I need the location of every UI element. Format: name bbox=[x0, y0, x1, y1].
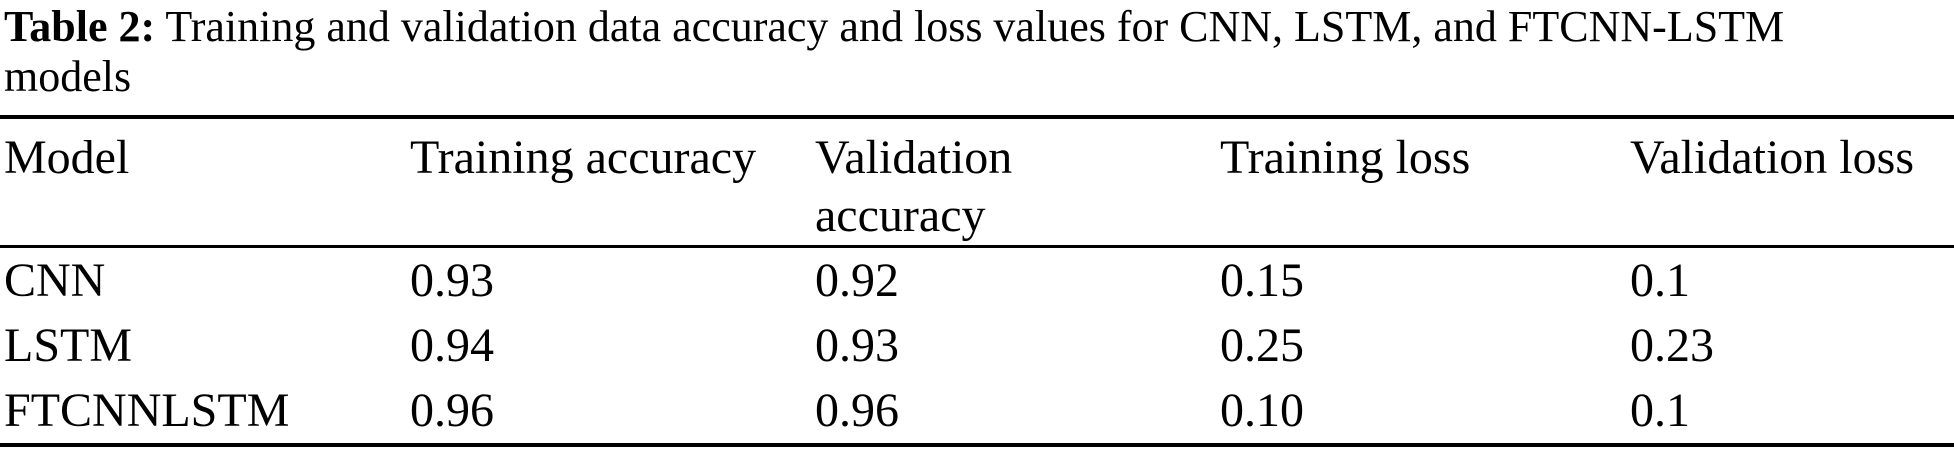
table-row-lstm: LSTM 0.94 0.93 0.25 0.23 bbox=[0, 313, 1954, 378]
validation-accuracy-cell: 0.93 bbox=[815, 319, 899, 372]
table-row-cnn: CNN 0.93 0.92 0.15 0.1 bbox=[0, 247, 1954, 314]
training-loss-cell: 0.15 bbox=[1220, 254, 1304, 307]
column-header-training-loss-label: Training loss bbox=[1220, 131, 1471, 184]
table-caption-text-line2: models bbox=[4, 52, 132, 101]
column-header-model: Model bbox=[0, 117, 406, 247]
results-table: Model Training accuracy Validation accur… bbox=[0, 115, 1954, 447]
validation-accuracy-cell: 0.96 bbox=[815, 384, 899, 437]
results-table-header: Model Training accuracy Validation accur… bbox=[0, 117, 1954, 247]
training-accuracy-cell: 0.96 bbox=[410, 384, 494, 437]
model-cell: LSTM bbox=[4, 319, 133, 372]
column-header-validation-accuracy-label: Validation bbox=[815, 131, 1013, 184]
column-header-validation-accuracy: Validation accuracy bbox=[811, 117, 1216, 247]
model-cell: FTCNNLSTM bbox=[4, 384, 290, 437]
validation-accuracy-cell: 0.92 bbox=[815, 254, 899, 307]
column-header-validation-loss-label: Validation loss bbox=[1630, 131, 1914, 184]
training-loss-cell: 0.25 bbox=[1220, 319, 1304, 372]
column-header-model-label: Model bbox=[4, 131, 130, 184]
table-row-ftcnnlstm: FTCNNLSTM 0.96 0.96 0.10 0.1 bbox=[0, 378, 1954, 445]
column-header-validation-loss: Validation loss bbox=[1626, 117, 1954, 247]
training-accuracy-cell: 0.94 bbox=[410, 319, 494, 372]
validation-loss-cell: 0.23 bbox=[1630, 319, 1714, 372]
table-caption-label: Table 2: bbox=[4, 2, 156, 51]
validation-loss-cell: 0.1 bbox=[1630, 254, 1690, 307]
column-header-training-accuracy: Training accuracy bbox=[406, 117, 811, 247]
results-table-body: CNN 0.93 0.92 0.15 0.1 LSTM 0.94 0.93 0.… bbox=[0, 247, 1954, 446]
validation-loss-cell: 0.1 bbox=[1630, 384, 1690, 437]
column-header-validation-accuracy-label-line2: accuracy bbox=[815, 189, 986, 242]
table-caption: Table 2: Training and validation data ac… bbox=[0, 0, 1954, 102]
header-row: Model Training accuracy Validation accur… bbox=[0, 117, 1954, 247]
model-cell: CNN bbox=[4, 254, 106, 307]
training-loss-cell: 0.10 bbox=[1220, 384, 1304, 437]
training-accuracy-cell: 0.93 bbox=[410, 254, 494, 307]
table-caption-text: Training and validation data accuracy an… bbox=[165, 2, 1785, 51]
column-header-training-accuracy-label: Training accuracy bbox=[410, 131, 757, 184]
column-header-training-loss: Training loss bbox=[1216, 117, 1626, 247]
